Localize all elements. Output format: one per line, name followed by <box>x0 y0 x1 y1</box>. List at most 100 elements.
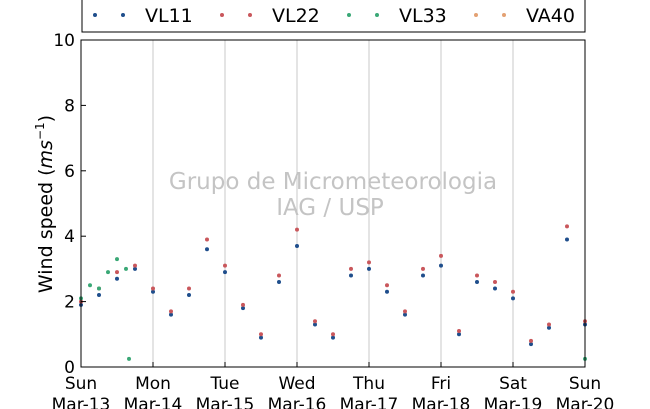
legend-label: VL11 <box>145 5 193 27</box>
plot-frame <box>80 39 586 368</box>
data-point <box>115 276 119 281</box>
data-point <box>295 244 299 249</box>
data-point <box>277 279 281 284</box>
legend-marker <box>347 13 351 17</box>
data-point <box>151 289 155 294</box>
watermark: Grupo de Micrometeorologia IAG / USP <box>169 169 497 221</box>
x-tick-label-day: Wed <box>278 374 315 394</box>
y-tick-label: 4 <box>64 227 75 247</box>
data-point <box>187 286 191 291</box>
legend-marker <box>248 13 252 17</box>
series-vl11 <box>79 237 587 347</box>
data-point <box>277 273 281 278</box>
y-tick-label: 0 <box>64 358 75 378</box>
y-tick-label: 8 <box>64 96 75 116</box>
x-tick-label-date: Mar-15 <box>196 395 255 409</box>
legend-marker <box>474 13 478 17</box>
data-points <box>79 224 587 361</box>
data-point <box>127 356 131 361</box>
legend-label: VL33 <box>399 5 447 27</box>
data-point <box>565 224 569 229</box>
data-point <box>115 257 119 262</box>
y-axis-label-text: Wind speed <box>35 182 57 293</box>
data-point <box>421 273 425 278</box>
data-point <box>403 312 407 317</box>
legend-item-va40: VA40 <box>474 5 575 27</box>
x-tick-label-day: Sun <box>569 374 601 394</box>
data-point <box>106 270 110 275</box>
legend-label: VL22 <box>272 5 320 27</box>
legend-item-vl22: VL22 <box>220 5 320 27</box>
data-point <box>205 237 209 242</box>
x-tick-label-day: Sun <box>65 374 97 394</box>
data-point <box>349 273 353 278</box>
legend-box <box>81 0 586 33</box>
data-point <box>223 263 227 268</box>
data-point <box>205 247 209 252</box>
data-point <box>133 263 137 268</box>
data-point <box>241 306 245 311</box>
data-point <box>313 319 317 324</box>
data-point <box>115 270 119 275</box>
x-tick-label-day: Tue <box>209 374 239 394</box>
legend-item-vl33: VL33 <box>347 5 447 27</box>
data-point <box>169 309 173 314</box>
x-tick-label-day: Mon <box>135 374 171 394</box>
data-point <box>439 263 443 268</box>
data-point <box>439 253 443 258</box>
y-tick-label: 10 <box>53 31 75 51</box>
data-point <box>475 273 479 278</box>
x-tick-label-date: Mar-14 <box>124 395 183 409</box>
grid-lines <box>152 40 514 367</box>
legend: VL11 VL22 VL33 VA40 <box>81 0 586 33</box>
data-point <box>133 266 137 271</box>
y-tick-label: 6 <box>64 162 75 182</box>
data-point <box>547 322 551 327</box>
data-point <box>97 293 101 298</box>
y-axis-unit-exponent: −1 <box>33 122 47 140</box>
data-point <box>259 332 263 337</box>
data-point <box>529 338 533 343</box>
legend-marker <box>502 13 506 17</box>
data-point <box>421 266 425 271</box>
data-point <box>511 289 515 294</box>
data-point <box>259 335 263 340</box>
x-tick-label-day: Fri <box>431 374 451 394</box>
y-axis-unit: ms <box>35 140 57 169</box>
data-point <box>457 332 461 337</box>
x-tick-label-date: Mar-17 <box>340 395 399 409</box>
x-tick-label-day: Thu <box>352 374 385 394</box>
legend-label: VA40 <box>526 5 575 27</box>
data-point <box>547 325 551 330</box>
data-point <box>151 286 155 291</box>
data-point <box>457 329 461 334</box>
data-point <box>124 266 128 271</box>
x-axis: SunMar-13MonMar-14TueMar-15WedMar-16ThuM… <box>52 362 615 409</box>
data-point <box>403 309 407 314</box>
legend-marker <box>93 13 97 17</box>
watermark-line-2: IAG / USP <box>276 195 384 221</box>
data-point <box>97 286 101 291</box>
y-axis: 0 2 4 6 8 10 <box>53 31 86 378</box>
data-point <box>241 302 245 307</box>
x-tick-label-date: Mar-19 <box>484 395 543 409</box>
legend-marker <box>220 13 224 17</box>
data-point <box>331 332 335 337</box>
x-tick-label-date: Mar-13 <box>52 395 111 409</box>
data-point <box>385 283 389 288</box>
y-axis-label: Wind speed (ms−1) <box>33 115 57 293</box>
legend-marker <box>375 13 379 17</box>
data-point <box>367 260 371 265</box>
x-tick-label-date: Mar-16 <box>268 395 327 409</box>
data-point <box>88 283 92 288</box>
legend-marker <box>121 13 125 17</box>
data-point <box>529 342 533 347</box>
data-point <box>169 312 173 317</box>
data-point <box>187 293 191 298</box>
y-tick-label: 2 <box>64 293 75 313</box>
data-point <box>493 286 497 291</box>
data-point <box>493 279 497 284</box>
x-tick-label-date: Mar-20 <box>556 395 615 409</box>
series-vl22 <box>79 224 587 343</box>
